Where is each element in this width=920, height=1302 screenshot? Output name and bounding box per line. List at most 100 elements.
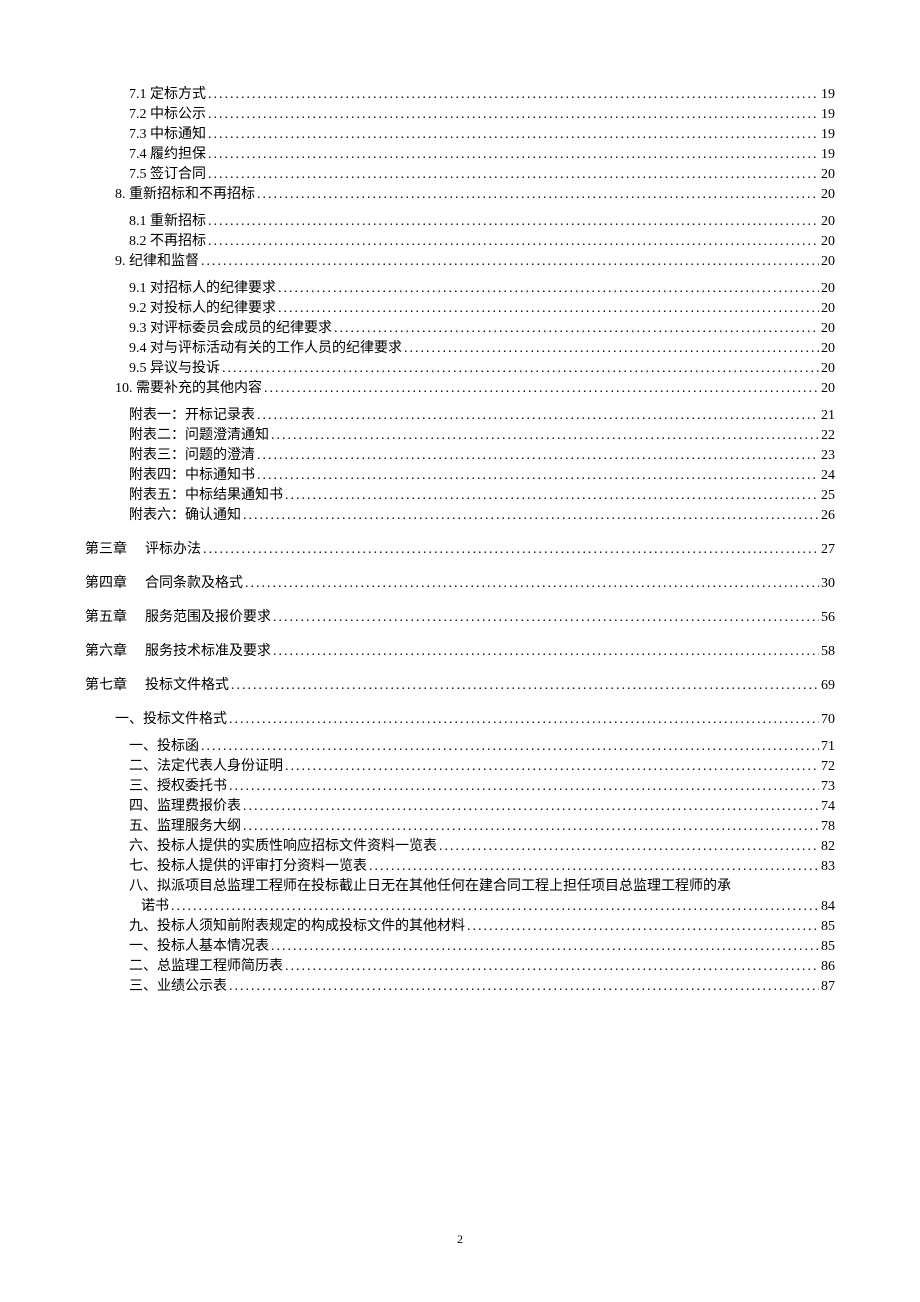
chapter-label: 第六章 (85, 642, 127, 662)
toc-chapter: 第五章服务范围及报价要求56 (85, 608, 835, 628)
toc-page-num: 19 (821, 125, 835, 145)
toc-label: 7.2 中标公示 (129, 105, 206, 125)
toc-page-num: 20 (821, 252, 835, 272)
toc-label: 一、投标文件格式 (115, 710, 227, 730)
toc-entry: 9.5 异议与投诉 20 (85, 359, 835, 379)
toc-leader-dots (271, 426, 819, 446)
toc-gap (85, 730, 835, 737)
toc-entry: 附表四：中标通知书24 (85, 466, 835, 486)
toc-label: 附表六：确认通知 (129, 506, 241, 526)
toc-leader-dots (285, 486, 819, 506)
toc-label: 9.4 对与评标活动有关的工作人员的纪律要求 (129, 339, 402, 359)
toc-page-num: 78 (821, 817, 835, 837)
toc-section-gap (85, 560, 835, 574)
toc-page-num: 87 (821, 977, 835, 997)
toc-entry: 四、监理费报价表74 (85, 797, 835, 817)
toc-leader-dots (285, 757, 819, 777)
toc-page-num: 19 (821, 145, 835, 165)
toc-leader-dots (229, 710, 819, 730)
toc-leader-dots (222, 359, 819, 379)
toc-label: 七、投标人提供的评审打分资料一览表 (129, 857, 367, 877)
toc-page-num: 83 (821, 857, 835, 877)
toc-leader-dots (278, 279, 819, 299)
toc-label: 7.3 中标通知 (129, 125, 206, 145)
toc-page-num: 86 (821, 957, 835, 977)
chapter-title: 服务技术标准及要求 (145, 642, 271, 662)
toc-leader-dots (404, 339, 819, 359)
toc-leader-dots (334, 319, 819, 339)
toc-leader-dots (229, 777, 819, 797)
toc-label: 一、投标函 (129, 737, 199, 757)
toc-label: 9.1 对招标人的纪律要求 (129, 279, 276, 299)
toc-section-gap (85, 526, 835, 540)
toc-page-num: 19 (821, 85, 835, 105)
chapter-title: 评标办法 (145, 540, 201, 560)
toc-page-num: 21 (821, 406, 835, 426)
toc-page-num: 84 (821, 897, 835, 917)
toc-page-num: 20 (821, 319, 835, 339)
toc-entry: 九、投标人须知前附表规定的构成投标文件的其他材料85 (85, 917, 835, 937)
toc-entry-wrap-line1: 八、拟派项目总监理工程师在投标截止日无在其他任何在建合同工程上担任项目总监理工程… (85, 877, 835, 897)
chapter-label: 第七章 (85, 676, 127, 696)
toc-entry: 一、投标文件格式70 (85, 710, 835, 730)
toc-entry: 7.2 中标公示19 (85, 105, 835, 125)
toc-page-num: 25 (821, 486, 835, 506)
chapter-title: 服务范围及报价要求 (145, 608, 271, 628)
toc-page-num: 72 (821, 757, 835, 777)
toc-entry: 三、授权委托书73 (85, 777, 835, 797)
toc-label: 9.5 异议与投诉 (129, 359, 220, 379)
toc-label: 8.2 不再招标 (129, 232, 206, 252)
toc-page-num: 69 (821, 676, 835, 696)
toc-entry: 8.2 不再招标 20 (85, 232, 835, 252)
toc-label: 诺书 (141, 897, 169, 917)
toc-page-num: 82 (821, 837, 835, 857)
toc-page-num: 58 (821, 642, 835, 662)
toc-label: 10. 需要补充的其他内容 (115, 379, 262, 399)
toc-page-num: 20 (821, 359, 835, 379)
toc-label: 一、投标人基本情况表 (129, 937, 269, 957)
toc-leader-dots (208, 165, 819, 185)
toc-chapter: 第六章服务技术标准及要求 58 (85, 642, 835, 662)
toc-entry: 附表六：确认通知 26 (85, 506, 835, 526)
toc-page-num: 20 (821, 212, 835, 232)
toc-label: 附表一：开标记录表 (129, 406, 255, 426)
toc-section-gap (85, 662, 835, 676)
toc-section-gap (85, 696, 835, 710)
toc-leader-dots (208, 212, 819, 232)
toc-page-num: 20 (821, 299, 835, 319)
toc-page-num: 20 (821, 232, 835, 252)
toc-entry: 六、投标人提供的实质性响应招标文件资料一览表82 (85, 837, 835, 857)
toc-page-num: 26 (821, 506, 835, 526)
toc-page-num: 20 (821, 379, 835, 399)
toc-leader-dots (243, 506, 819, 526)
toc-leader-dots (271, 937, 819, 957)
toc-label: 二、法定代表人身份证明 (129, 757, 283, 777)
toc-leader-dots (257, 406, 819, 426)
toc-page-num: 30 (821, 574, 835, 594)
toc-leader-dots (439, 837, 819, 857)
toc-leader-dots (273, 642, 819, 662)
toc-entry: 二、法定代表人身份证明 72 (85, 757, 835, 777)
toc-label: 7.5 签订合同 (129, 165, 206, 185)
toc-page-num: 20 (821, 165, 835, 185)
toc-leader-dots (273, 608, 819, 628)
toc-label: 九、投标人须知前附表规定的构成投标文件的其他材料 (129, 917, 465, 937)
toc-entry: 7.5 签订合同 20 (85, 165, 835, 185)
toc-gap (85, 205, 835, 212)
toc-entry: 三、业绩公示表87 (85, 977, 835, 997)
toc-page-num: 27 (821, 540, 835, 560)
toc-label: 7.1 定标方式 (129, 85, 206, 105)
toc-chapter: 第七章投标文件格式69 (85, 676, 835, 696)
toc-leader-dots (203, 540, 819, 560)
toc-leader-dots (229, 977, 819, 997)
toc-page-num: 24 (821, 466, 835, 486)
toc-leader-dots (369, 857, 819, 877)
toc-chapter: 第四章合同条款及格式30 (85, 574, 835, 594)
toc-label: 8. 重新招标和不再招标 (115, 185, 255, 205)
toc-leader-dots (257, 185, 819, 205)
toc-leader-dots (171, 897, 819, 917)
toc-label: 9. 纪律和监督 (115, 252, 199, 272)
toc-leader-dots (201, 737, 819, 757)
toc-leader-dots (208, 125, 819, 145)
toc-page-num: 71 (821, 737, 835, 757)
